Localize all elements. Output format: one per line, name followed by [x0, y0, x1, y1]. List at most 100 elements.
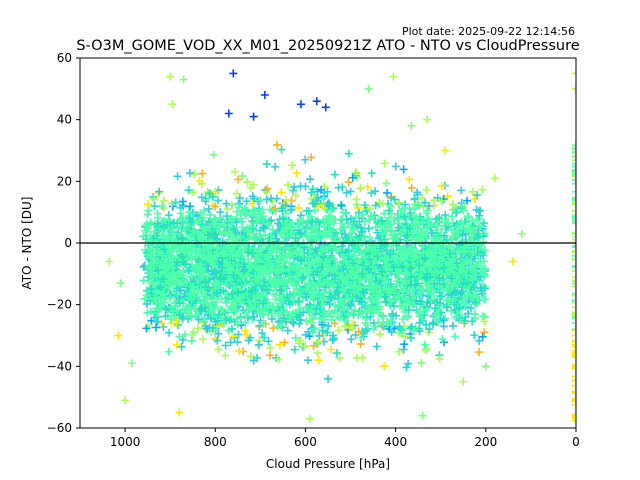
- data-point: [307, 153, 316, 162]
- data-point: [142, 299, 151, 308]
- data-point: [186, 202, 195, 211]
- data-point: [473, 272, 482, 281]
- data-point: [422, 345, 431, 354]
- data-point: [407, 183, 416, 192]
- data-point: [340, 322, 349, 331]
- data-point: [214, 345, 223, 354]
- x-tick-label: 1000: [110, 435, 141, 449]
- data-point: [365, 233, 374, 242]
- data-point: [377, 311, 386, 320]
- data-point: [332, 349, 341, 358]
- data-point: [302, 225, 311, 234]
- x-tick-label: 800: [204, 435, 227, 449]
- data-point: [213, 336, 222, 345]
- data-point: [232, 207, 241, 216]
- data-point: [421, 198, 430, 207]
- data-point: [260, 333, 269, 342]
- data-point: [382, 179, 391, 188]
- data-point: [284, 181, 293, 190]
- data-point: [309, 341, 318, 350]
- data-point: [344, 149, 353, 158]
- data-point: [173, 320, 182, 329]
- data-point: [304, 258, 313, 267]
- data-point: [167, 199, 176, 208]
- data-point: [406, 209, 415, 218]
- data-point: [475, 211, 484, 220]
- data-point: [150, 202, 159, 211]
- data-point: [285, 313, 294, 322]
- data-point: [291, 191, 300, 200]
- data-point: [204, 217, 213, 226]
- data-point: [315, 331, 324, 340]
- data-point: [349, 251, 358, 260]
- data-point: [352, 168, 361, 177]
- data-point: [452, 208, 461, 217]
- data-point: [342, 188, 351, 197]
- data-point: [288, 161, 297, 170]
- plot-date: Plot date: 2025-09-22 12:14:56: [402, 25, 575, 38]
- data-point: [334, 326, 343, 335]
- data-point: [337, 201, 346, 210]
- data-point: [243, 178, 252, 187]
- data-point: [324, 321, 333, 330]
- data-point: [324, 374, 333, 383]
- data-point: [400, 307, 409, 316]
- data-point: [233, 338, 242, 347]
- data-point: [283, 326, 292, 335]
- data-point: [358, 353, 367, 362]
- data-point: [280, 199, 289, 208]
- data-point: [172, 319, 181, 328]
- data-point: [367, 189, 376, 198]
- data-point: [405, 175, 414, 184]
- data-point: [235, 194, 244, 203]
- data-point: [480, 317, 489, 326]
- data-point: [314, 356, 323, 365]
- data-point: [478, 289, 487, 298]
- data-point: [348, 173, 357, 182]
- data-point: [222, 212, 231, 221]
- data-point: [234, 330, 243, 339]
- data-point: [437, 181, 446, 190]
- data-point: [352, 195, 361, 204]
- data-point: [426, 297, 435, 306]
- data-point: [419, 216, 428, 225]
- data-point: [395, 198, 404, 207]
- data-point: [435, 355, 444, 364]
- data-point: [292, 169, 301, 178]
- data-point: [185, 169, 194, 178]
- data-point: [330, 170, 339, 179]
- data-point: [401, 332, 410, 341]
- data-point: [198, 169, 207, 178]
- data-point: [276, 340, 285, 349]
- data-point: [277, 188, 286, 197]
- data-point: [331, 215, 340, 224]
- data-point: [203, 272, 212, 281]
- data-point: [214, 329, 223, 338]
- data-point: [467, 304, 476, 313]
- data-point: [481, 295, 490, 304]
- data-point: [277, 145, 286, 154]
- data-point: [356, 184, 365, 193]
- data-point: [173, 172, 182, 181]
- data-point: [159, 196, 168, 205]
- data-point: [166, 303, 175, 312]
- data-point: [387, 328, 396, 337]
- data-point: [173, 306, 182, 315]
- data-point: [476, 258, 485, 267]
- data-point: [479, 269, 488, 278]
- data-point: [301, 342, 310, 351]
- data-point: [304, 356, 313, 365]
- data-point: [262, 195, 271, 204]
- data-point: [480, 328, 489, 337]
- data-point: [179, 304, 188, 313]
- data-point: [178, 197, 187, 206]
- data-point: [164, 217, 173, 226]
- data-point: [460, 316, 469, 325]
- data-point: [470, 195, 479, 204]
- data-point: [139, 276, 148, 285]
- data-point: [313, 187, 322, 196]
- data-point: [376, 330, 385, 339]
- data-point: [301, 182, 310, 191]
- data-point: [166, 315, 175, 324]
- data-point: [422, 186, 431, 195]
